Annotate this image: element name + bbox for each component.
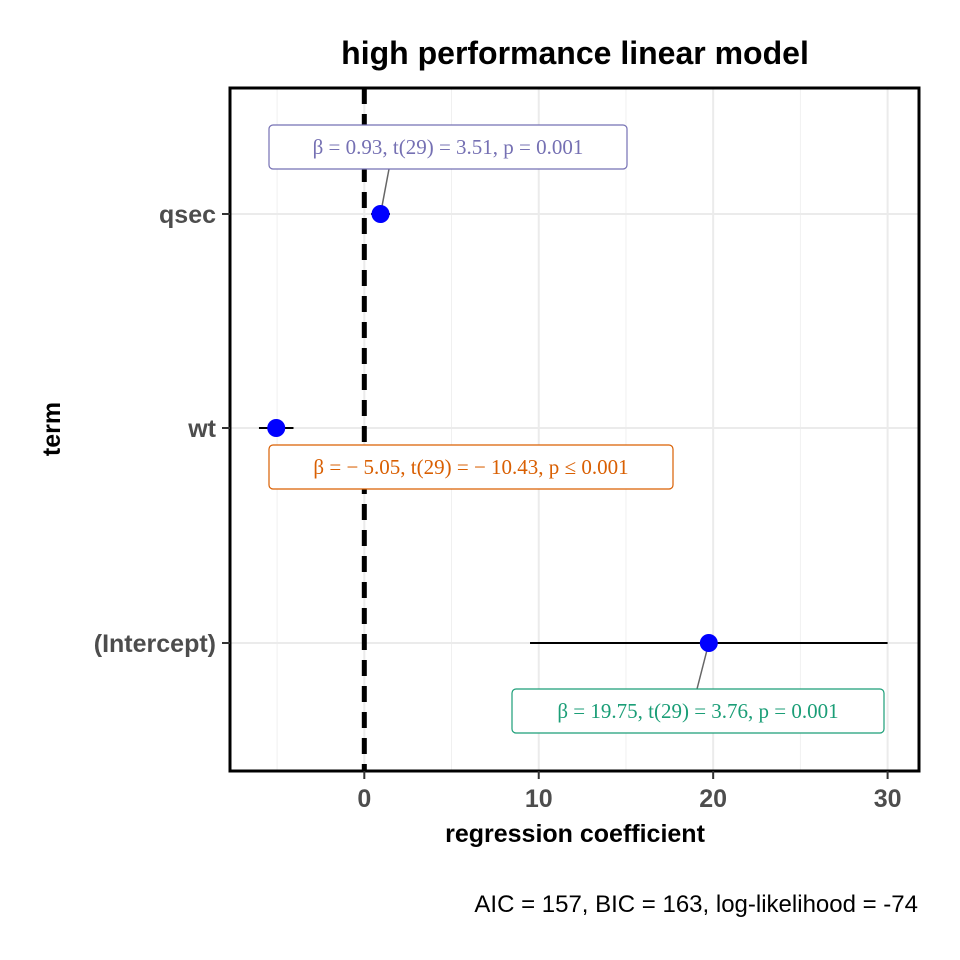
estimate-point [267, 419, 286, 437]
x-tick-label: 20 [699, 785, 727, 813]
estimate-label-box [268, 124, 628, 170]
estimate-points [267, 205, 718, 652]
y-axis-title: term [38, 402, 66, 456]
chart-title: high performance linear model [341, 35, 809, 71]
y-axis-ticks: qsec wt (Intercept) [94, 201, 230, 658]
x-tick-label: 30 [874, 785, 902, 813]
estimate-point [371, 205, 390, 223]
x-tick-label: 10 [525, 785, 553, 813]
x-axis-ticks: 0 10 20 30 [357, 771, 902, 813]
y-tick-label: (Intercept) [94, 630, 216, 658]
estimate-label: β = 0.93, t(29) = 3.51, p = 0.001 [313, 135, 584, 159]
estimate-label-box [268, 444, 674, 490]
estimate-label: β = 19.75, t(29) = 3.76, p = 0.001 [557, 699, 838, 723]
grid [230, 88, 919, 771]
estimate-label: β = − 5.05, t(29) = − 10.43, p ≤ 0.001 [313, 455, 628, 479]
x-axis-title: regression coefficient [445, 820, 705, 848]
x-tick-label: 0 [357, 785, 371, 813]
estimate-label-box [511, 688, 885, 734]
estimate-point [699, 634, 718, 652]
estimate-labels: β = 0.93, t(29) = 3.51, p = 0.001 β = − 5… [268, 124, 885, 734]
y-tick-label: wt [187, 415, 216, 443]
panel-border [228, 86, 921, 773]
y-tick-label: qsec [159, 201, 216, 229]
panel-background [230, 88, 919, 771]
model-fit-caption: AIC = 157, BIC = 163, log-likelihood = -… [474, 891, 918, 918]
